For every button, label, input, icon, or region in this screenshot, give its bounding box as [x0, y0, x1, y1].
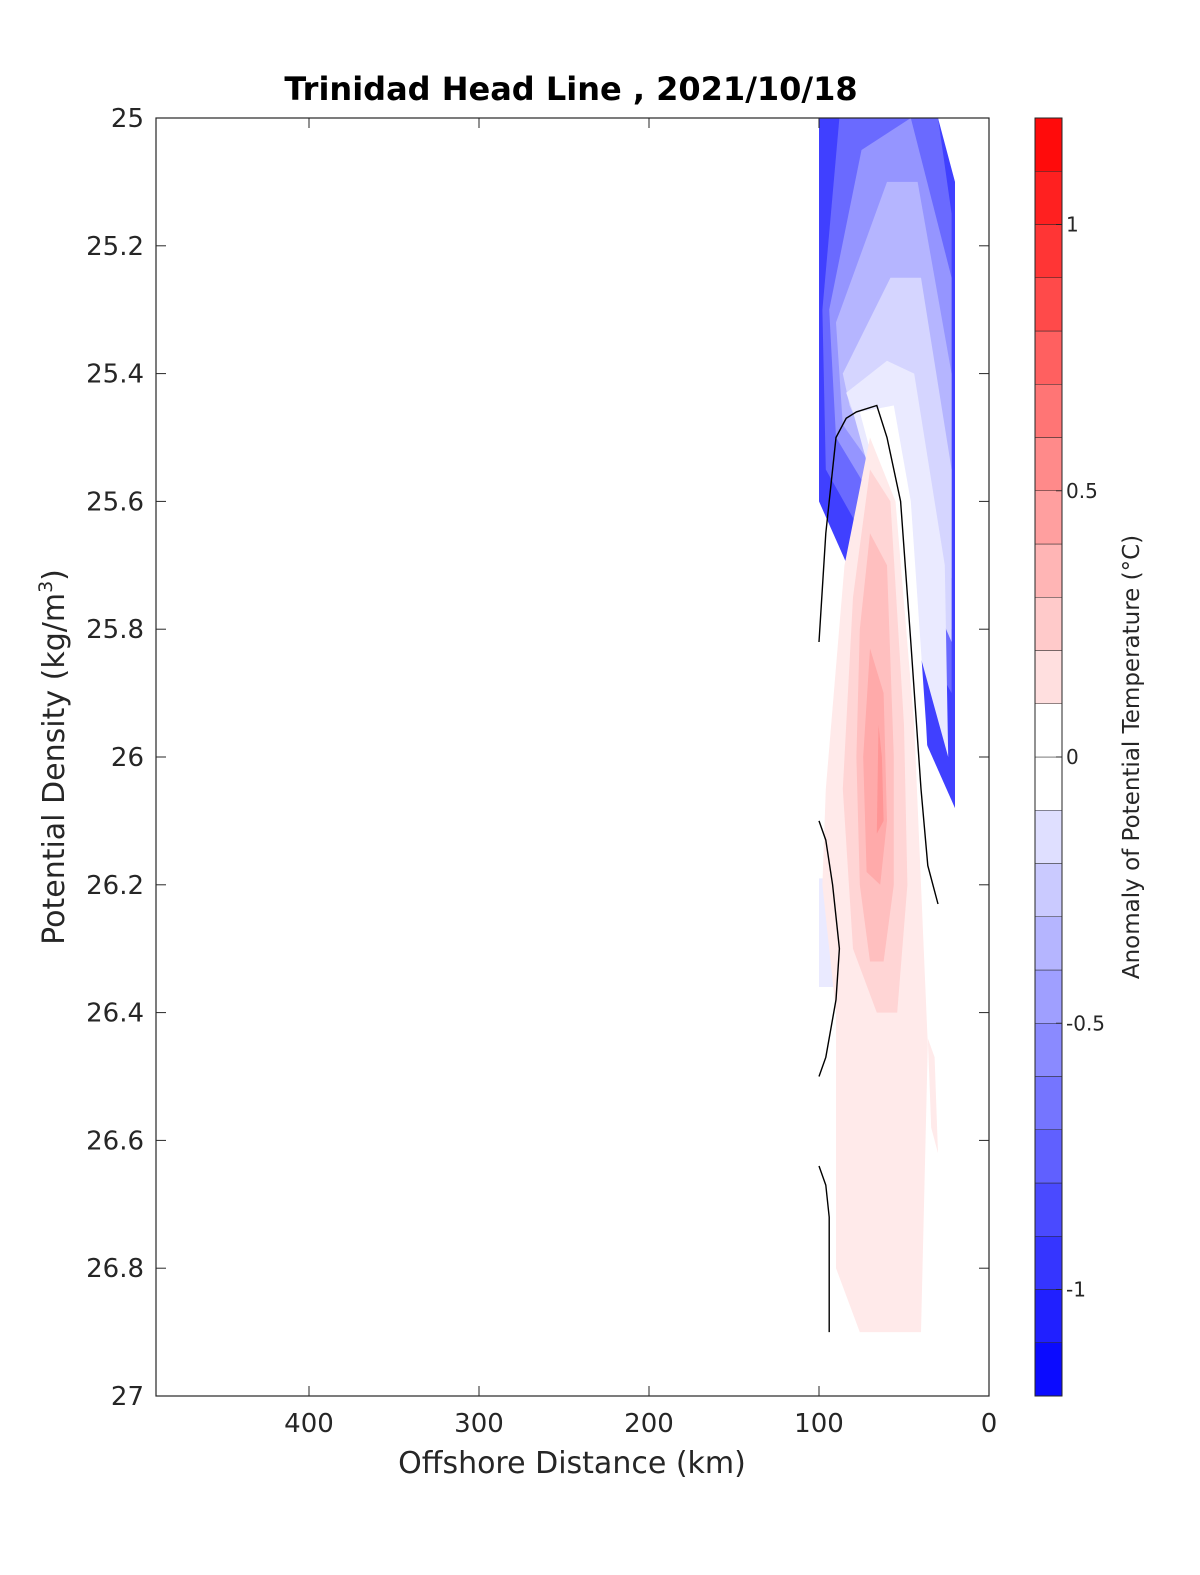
- y-tick-label: 25.6: [86, 487, 144, 517]
- x-axis-label: Offshore Distance (km): [398, 1446, 746, 1481]
- colorbar: 1 0.5 0 -0.5 -1 Anomaly of Potential Tempera…: [1034, 117, 1145, 1397]
- y-tick-label: 25.4: [86, 360, 144, 390]
- zero-contour-line-1: [818, 820, 841, 1077]
- x-tick-label: 0: [981, 1409, 998, 1439]
- zero-contour-line-0: [818, 404, 939, 905]
- colorbar-block: [1034, 810, 1063, 864]
- colorbar-block: [1034, 916, 1063, 971]
- colorbar-tick-label: 0: [1066, 745, 1079, 769]
- colorbar-block: [1034, 277, 1063, 332]
- contour-region-9: [927, 1038, 938, 1154]
- colorbar-label: Anomaly of Potential Temperature (°C): [1119, 535, 1145, 979]
- colorbar-block: [1034, 1023, 1063, 1077]
- x-tick-label: 400: [284, 1409, 334, 1439]
- y-tick-label: 26.2: [86, 871, 144, 901]
- plot-area: [155, 117, 990, 1397]
- colorbar-block: [1034, 1182, 1063, 1237]
- colorbar-block: [1034, 490, 1063, 545]
- colorbar-block: [1034, 330, 1063, 385]
- zero-contour-lines: [818, 404, 939, 1333]
- colorbar-ticks: 1 0.5 0 -0.5 -1: [1056, 213, 1105, 1302]
- colorbar-tick-label: 0.5: [1066, 479, 1098, 503]
- y-tick-label: 26.8: [86, 1254, 144, 1284]
- y-axis-label-superscript: 3: [35, 581, 57, 593]
- colorbar-block: [1034, 969, 1063, 1024]
- contour-region-12: [863, 648, 887, 885]
- colorbar-block: [1034, 1129, 1063, 1184]
- filled-contours: [819, 118, 955, 1333]
- x-tick-label: 100: [794, 1409, 844, 1439]
- y-tick-label: 26.4: [86, 999, 144, 1029]
- colorbar-block: [1034, 650, 1063, 704]
- y-tick-label: 26.6: [86, 1126, 144, 1156]
- y-tick-label: 27: [111, 1382, 144, 1412]
- y-tick-label: 25.8: [86, 615, 144, 645]
- colorbar-block: [1034, 597, 1063, 651]
- colorbar-block: [1034, 1342, 1063, 1397]
- colorbar-block: [1034, 703, 1063, 758]
- y-tick-label: 25.2: [86, 232, 144, 262]
- colorbar-block: [1034, 1289, 1063, 1343]
- chart-title: Trinidad Head Line , 2021/10/18: [284, 70, 857, 108]
- x-tick-label: 200: [624, 1409, 674, 1439]
- colorbar-block: [1034, 117, 1063, 172]
- y-tick-label: 25: [111, 104, 144, 134]
- zero-contour-line-2: [818, 1165, 830, 1333]
- y-axis-label-close: ): [37, 569, 72, 581]
- y-axis-label: Potential Density (kg/m3): [35, 569, 72, 945]
- y-tick-label: 26: [111, 743, 144, 773]
- colorbar-block: [1034, 863, 1063, 917]
- colorbar-block: [1034, 1076, 1063, 1130]
- colorbar-block: [1034, 384, 1063, 438]
- x-axis: 400 300 200 100 0: [284, 118, 997, 1439]
- colorbar-tick-label: -0.5: [1066, 1011, 1105, 1035]
- colorbar-block: [1034, 437, 1063, 491]
- colorbar-tick-label: -1: [1066, 1278, 1086, 1302]
- y-axis-label-main: Potential Density (kg/m: [37, 593, 72, 945]
- x-tick-label: 300: [454, 1409, 504, 1439]
- colorbar-block: [1034, 224, 1063, 278]
- y-axis: 25 25.2 25.4 25.6 25.8 26 26.2 26.4 26.6 26.8 27: [86, 104, 989, 1412]
- colorbar-block: [1034, 1236, 1063, 1290]
- colorbar-block: [1034, 756, 1063, 811]
- colorbar-block: [1034, 543, 1063, 598]
- colorbar-tick-label: 1: [1066, 213, 1079, 237]
- contour-region-13: [876, 725, 884, 834]
- colorbar-block: [1034, 171, 1063, 225]
